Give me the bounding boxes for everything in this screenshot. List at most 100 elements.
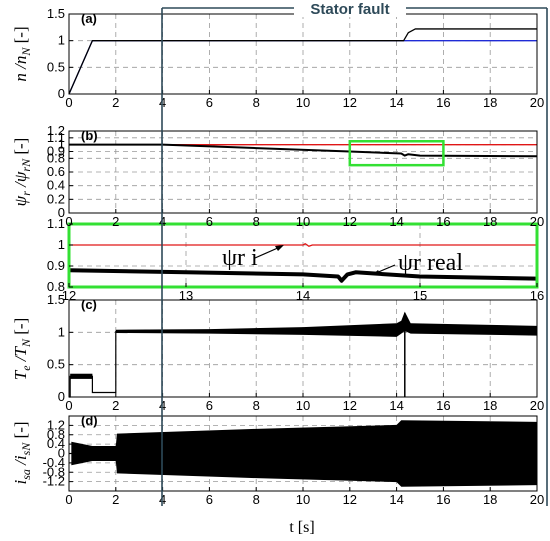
x-tick-label: 0: [65, 398, 72, 413]
x-tick-label: 12: [343, 214, 357, 229]
x-tick-label: 10: [296, 95, 310, 110]
y-tick-label: -1.2: [43, 474, 65, 489]
x-tick-label: 18: [483, 95, 497, 110]
x-tick-label: 20: [530, 398, 544, 413]
frame-layer: [67, 13, 539, 492]
y-tick-label: -0.8: [43, 464, 65, 479]
psi-i-arrow: [254, 246, 281, 259]
x-tick-label: 6: [206, 492, 213, 507]
y-tick-label: 0: [58, 446, 65, 461]
x-tick-label: 8: [253, 398, 260, 413]
x-tick-label: 15: [413, 288, 427, 303]
y-tick-label: 0.4: [47, 178, 65, 193]
psi-real-annotation: ψr real: [398, 250, 463, 276]
current-envelope-band: [71, 420, 537, 487]
x-tick-label: 0: [65, 492, 72, 507]
zoom-highlight-box: [348, 140, 445, 167]
x-tick-label: 14: [389, 95, 403, 110]
x-tick-label: 18: [483, 214, 497, 229]
x-axis-label: t [s]: [289, 519, 314, 536]
psi-real-arrow: [375, 264, 396, 274]
y-tick-label: 0.6: [47, 164, 65, 179]
y-tick-label: 0.9: [47, 144, 65, 159]
x-tick-label: 20: [530, 95, 544, 110]
x-tick-label: 14: [389, 214, 403, 229]
y-tick-label: 0.4: [47, 436, 65, 451]
y-tick-label: 1.2: [47, 417, 65, 432]
y-axis-label: ψr /ψrN [-]: [11, 138, 33, 207]
panel-label: (d): [81, 413, 98, 428]
y-tick-label: 1.5: [47, 292, 65, 307]
x-tick-label: 10: [296, 492, 310, 507]
x-tick-label: 12: [343, 95, 357, 110]
y-tick-label: 0: [58, 86, 65, 101]
y-tick-label: 0: [58, 205, 65, 220]
y-tick-label: -0.4: [43, 455, 65, 470]
torque-oscillation-band: [115, 311, 538, 337]
series-line-red: [69, 243, 537, 247]
panel-label: (c): [81, 297, 97, 312]
y-axis-label: n /nN [-]: [11, 26, 33, 81]
x-tick-label: 2: [112, 95, 119, 110]
x-tick-label: 14: [296, 288, 310, 303]
x-tick-label: 2: [112, 214, 119, 229]
x-tick-label: 0: [65, 95, 72, 110]
data-layer: [68, 28, 538, 487]
series-line-black: [68, 28, 537, 95]
x-tick-label: 6: [206, 398, 213, 413]
x-tick-label: 13: [179, 288, 193, 303]
x-tick-label: 18: [483, 398, 497, 413]
x-tick-label: 14: [389, 492, 403, 507]
x-tick-label: 2: [112, 492, 119, 507]
y-axis-label: isa /isN [-]: [11, 421, 33, 484]
panel-label: (a): [81, 11, 97, 26]
grid-layer: [69, 14, 537, 491]
text-layer: 0246810121416182000.511.5(a)n /nN [-]024…: [11, 6, 544, 507]
x-tick-label: 2: [112, 398, 119, 413]
y-tick-label: 1.1: [47, 216, 65, 231]
psi-real-arrowhead: [372, 270, 381, 275]
x-tick-label: 12: [343, 398, 357, 413]
y-tick-label: 1: [58, 137, 65, 152]
x-tick-label: 20: [530, 214, 544, 229]
x-tick-label: 16: [436, 492, 450, 507]
x-tick-label: 6: [206, 214, 213, 229]
x-tick-label: 12: [343, 492, 357, 507]
x-tick-label: 6: [206, 95, 213, 110]
y-tick-label: 0.9: [47, 258, 65, 273]
stator-fault-label: Stator fault: [310, 1, 389, 18]
y-tick-label: 1: [58, 33, 65, 48]
y-tick-label: 1: [58, 237, 65, 252]
x-tick-label: 20: [530, 492, 544, 507]
y-tick-label: 0.5: [47, 357, 65, 372]
x-tick-label: 16: [436, 214, 450, 229]
x-tick-label: 16: [436, 398, 450, 413]
x-tick-label: 16: [530, 288, 544, 303]
x-tick-label: 8: [253, 492, 260, 507]
y-tick-label: 1.2: [47, 123, 65, 138]
torque-startup-band: [70, 373, 93, 379]
panel-label: (b): [81, 128, 98, 143]
x-tick-label: 10: [296, 398, 310, 413]
y-tick-label: 1.1: [47, 130, 65, 145]
series-line: [69, 331, 117, 398]
y-tick-label: 0.8: [47, 279, 65, 294]
psi-i-annotation: ψr i: [222, 245, 258, 271]
series-line-black: [68, 268, 538, 283]
x-tick-label: 16: [436, 95, 450, 110]
y-tick-label: 0.8: [47, 150, 65, 165]
y-tick-label: 0.5: [47, 59, 65, 74]
y-axis-label: Te /TN [-]: [11, 318, 33, 381]
x-tick-label: 14: [389, 398, 403, 413]
x-tick-label: 8: [253, 95, 260, 110]
y-tick-label: 0.2: [47, 191, 65, 206]
series-line-black: [69, 143, 538, 158]
psi-i-arrowhead: [275, 245, 284, 251]
stator-fault-label-bg: [294, 1, 406, 17]
y-tick-label: 1: [58, 324, 65, 339]
x-tick-label: 18: [483, 492, 497, 507]
y-tick-label: 0: [58, 389, 65, 404]
y-tick-label: 1.5: [47, 6, 65, 21]
x-tick-label: 12: [62, 288, 76, 303]
